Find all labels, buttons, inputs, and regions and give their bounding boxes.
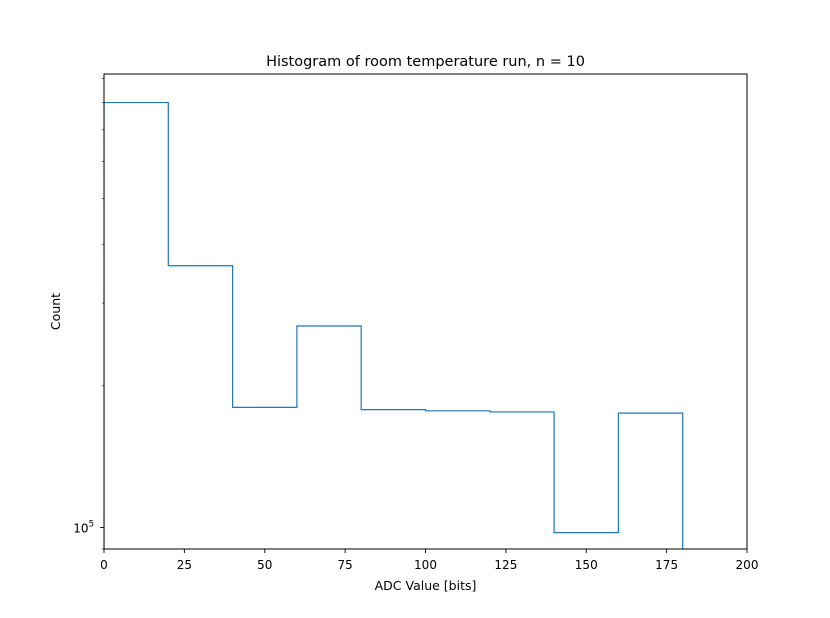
chart-title: Histogram of room temperature run, n = 1…	[266, 54, 585, 70]
x-tick-label: 25	[177, 558, 192, 572]
x-tick-label: 0	[100, 558, 108, 572]
x-axis-label: ADC Value [bits]	[375, 578, 477, 593]
y-axis-ticks: 105	[73, 78, 104, 550]
x-tick-label: 175	[655, 558, 678, 572]
x-tick-label: 150	[575, 558, 598, 572]
histogram-step-line	[104, 101, 684, 549]
y-axis-label: Count	[48, 293, 63, 330]
x-tick-label: 100	[414, 558, 437, 572]
x-tick-label: 200	[736, 558, 759, 572]
y-tick-label: 105	[73, 519, 94, 535]
x-axis-ticks: 0 25 50 75 100 125 150 175 200	[100, 549, 758, 572]
x-tick-label: 75	[337, 558, 352, 572]
x-tick-label: 125	[494, 558, 517, 572]
x-tick-label: 50	[257, 558, 272, 572]
